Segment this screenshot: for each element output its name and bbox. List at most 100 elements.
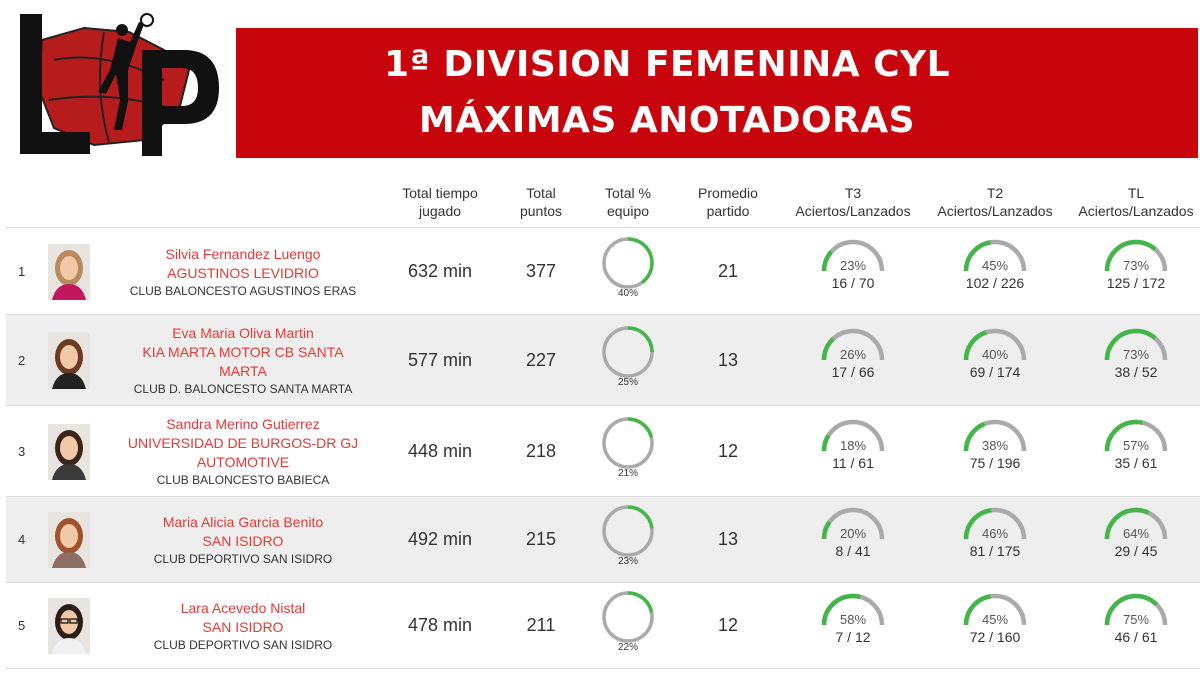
team-name[interactable]: KIA MARTA MOTOR CB SANTA [142,344,344,360]
team-pct-ring [602,416,654,469]
time-played: 632 min [407,260,473,281]
header-points: Total puntos [519,185,563,219]
club-name: CLUB BALONCESTO BABIECA [156,473,330,487]
gauge-fill [821,328,885,360]
points-average: 12 [717,615,739,635]
tl-count: 125 / 172 [1106,274,1166,291]
time-played: 577 min [407,349,473,370]
t3-gauge: 23% 16 / 70 [793,238,913,292]
t2-count: 75 / 196 [969,454,1021,471]
shot-gauge [963,328,1027,360]
tl-gauge: 73% 38 / 52 [1076,327,1196,381]
team-pct: 21% [598,416,658,480]
t2-gauge: 38% 75 / 196 [935,418,1055,472]
player-name[interactable]: Silvia Fernandez Luengo [165,245,321,262]
team-name[interactable]: UNIVERSIDAD DE BURGOS-DR GJ [127,435,359,451]
team-name[interactable]: MARTA [219,363,267,379]
total-points: 211 [526,615,556,635]
shot-gauge [821,419,885,451]
points-average: 12 [717,440,739,461]
tl-pct-label: 64% [1122,526,1150,541]
tl-pct-label: 73% [1122,257,1150,273]
total-points: 218 [525,440,557,461]
shot-gauge [821,239,885,271]
team-name[interactable]: AUTOMOTIVE [196,454,290,470]
team-pct: 25% [598,325,658,389]
shot-gauge [1104,593,1168,626]
t2-count: 102 / 226 [965,274,1025,291]
player-name[interactable]: Maria Alicia Garcia Benito [162,514,324,530]
total-points: 377 [525,260,557,281]
team-name[interactable]: SAN ISIDRO [202,619,284,635]
header-tl: TL Aciertos/Lanzados [1078,185,1194,219]
team-pct-label: 23% [617,556,638,567]
team-name[interactable]: AGUSTINOS LEVIDRIO [167,264,319,281]
ring-fill [602,325,654,378]
club-name: CLUB D. BALONCESTO SANTA MARTA [133,382,353,396]
t3-pct-label: 18% [839,437,867,453]
title-banner: 1ª DIVISION FEMENINA CYL MÁXIMAS ANOTADO… [236,28,1198,158]
header-t2: T2 Aciertos/Lanzados [937,185,1053,219]
shot-gauge [963,239,1027,271]
tl-gauge: 73% 125 / 172 [1076,238,1196,292]
team-pct-ring [602,236,654,289]
team-pct-label: 21% [617,467,638,479]
player-photo-icon [48,598,90,654]
table-body: 1 Silvia Fernandez Luengo AGUSTINOS LEVIDR… [6,228,1200,669]
t3-count: 8 / 41 [835,543,871,559]
t3-pct-label: 58% [839,612,867,627]
team-pct: 22% [598,590,658,654]
gauge-fill [1104,239,1168,271]
table-row: 3 Sandra Merino Gutierrez UNIVERSIDAD DE B… [6,406,1200,497]
shot-gauge [821,507,885,540]
player-photo [48,423,90,480]
ring-fill [602,591,654,643]
header-avg: Promedio partido [698,185,758,219]
player-photo [48,243,90,300]
t3-pct-label: 26% [839,346,867,362]
player-name[interactable]: Lara Acevedo Nistal [180,600,306,616]
t2-count: 69 / 174 [969,363,1021,380]
player-info: Sandra Merino Gutierrez UNIVERSIDAD DE BU… [118,415,368,488]
club-name: CLUB BALONCESTO AGUSTINOS ERAS [129,283,357,298]
t2-pct-label: 38% [981,437,1009,453]
player-name[interactable]: Eva Maria Oliva Martin [172,325,314,341]
gauge-fill [963,239,1027,271]
team-pct-ring [602,505,654,557]
gauge-fill [963,328,1027,360]
t3-gauge: 26% 17 / 66 [793,327,913,381]
header-team-pct: Total % equipo [605,185,651,219]
gauge-fill [963,419,1027,451]
tl-count: 46 / 61 [1114,629,1158,645]
t3-gauge: 58% 7 / 12 [793,592,913,646]
player-photo [48,598,90,654]
shot-gauge [963,419,1027,451]
team-name[interactable]: SAN ISIDRO [202,533,284,549]
time-played: 448 min [407,440,473,461]
t2-pct-label: 40% [981,346,1009,362]
ring-fill [602,236,654,289]
player-name[interactable]: Sandra Merino Gutierrez [166,416,320,432]
t3-gauge: 18% 11 / 61 [793,418,913,472]
tl-pct-label: 57% [1122,437,1150,453]
player-photo-icon [48,512,90,568]
shot-gauge [963,507,1027,540]
shot-gauge [1104,328,1168,360]
t3-gauge: 20% 8 / 41 [793,506,913,560]
table-header: Total tiempo jugado Total puntos Total % eq… [6,180,1200,228]
t2-pct-label: 45% [981,257,1009,273]
gauge-fill [821,239,885,271]
player-info: Maria Alicia Garcia Benito SAN ISIDRO CLUB… [118,513,368,567]
tl-count: 38 / 52 [1114,363,1158,380]
t2-gauge: 40% 69 / 174 [935,327,1055,381]
tl-count: 29 / 45 [1114,543,1158,559]
player-photo-icon [48,332,90,389]
t3-pct-label: 20% [839,526,867,541]
rank-number: 2 [18,352,26,368]
points-average: 13 [717,349,739,370]
rank-number: 1 [18,263,26,279]
shot-gauge [1104,507,1168,540]
team-pct-ring [602,591,654,643]
t2-gauge: 46% 81 / 175 [935,506,1055,560]
t2-pct-label: 45% [981,612,1009,627]
